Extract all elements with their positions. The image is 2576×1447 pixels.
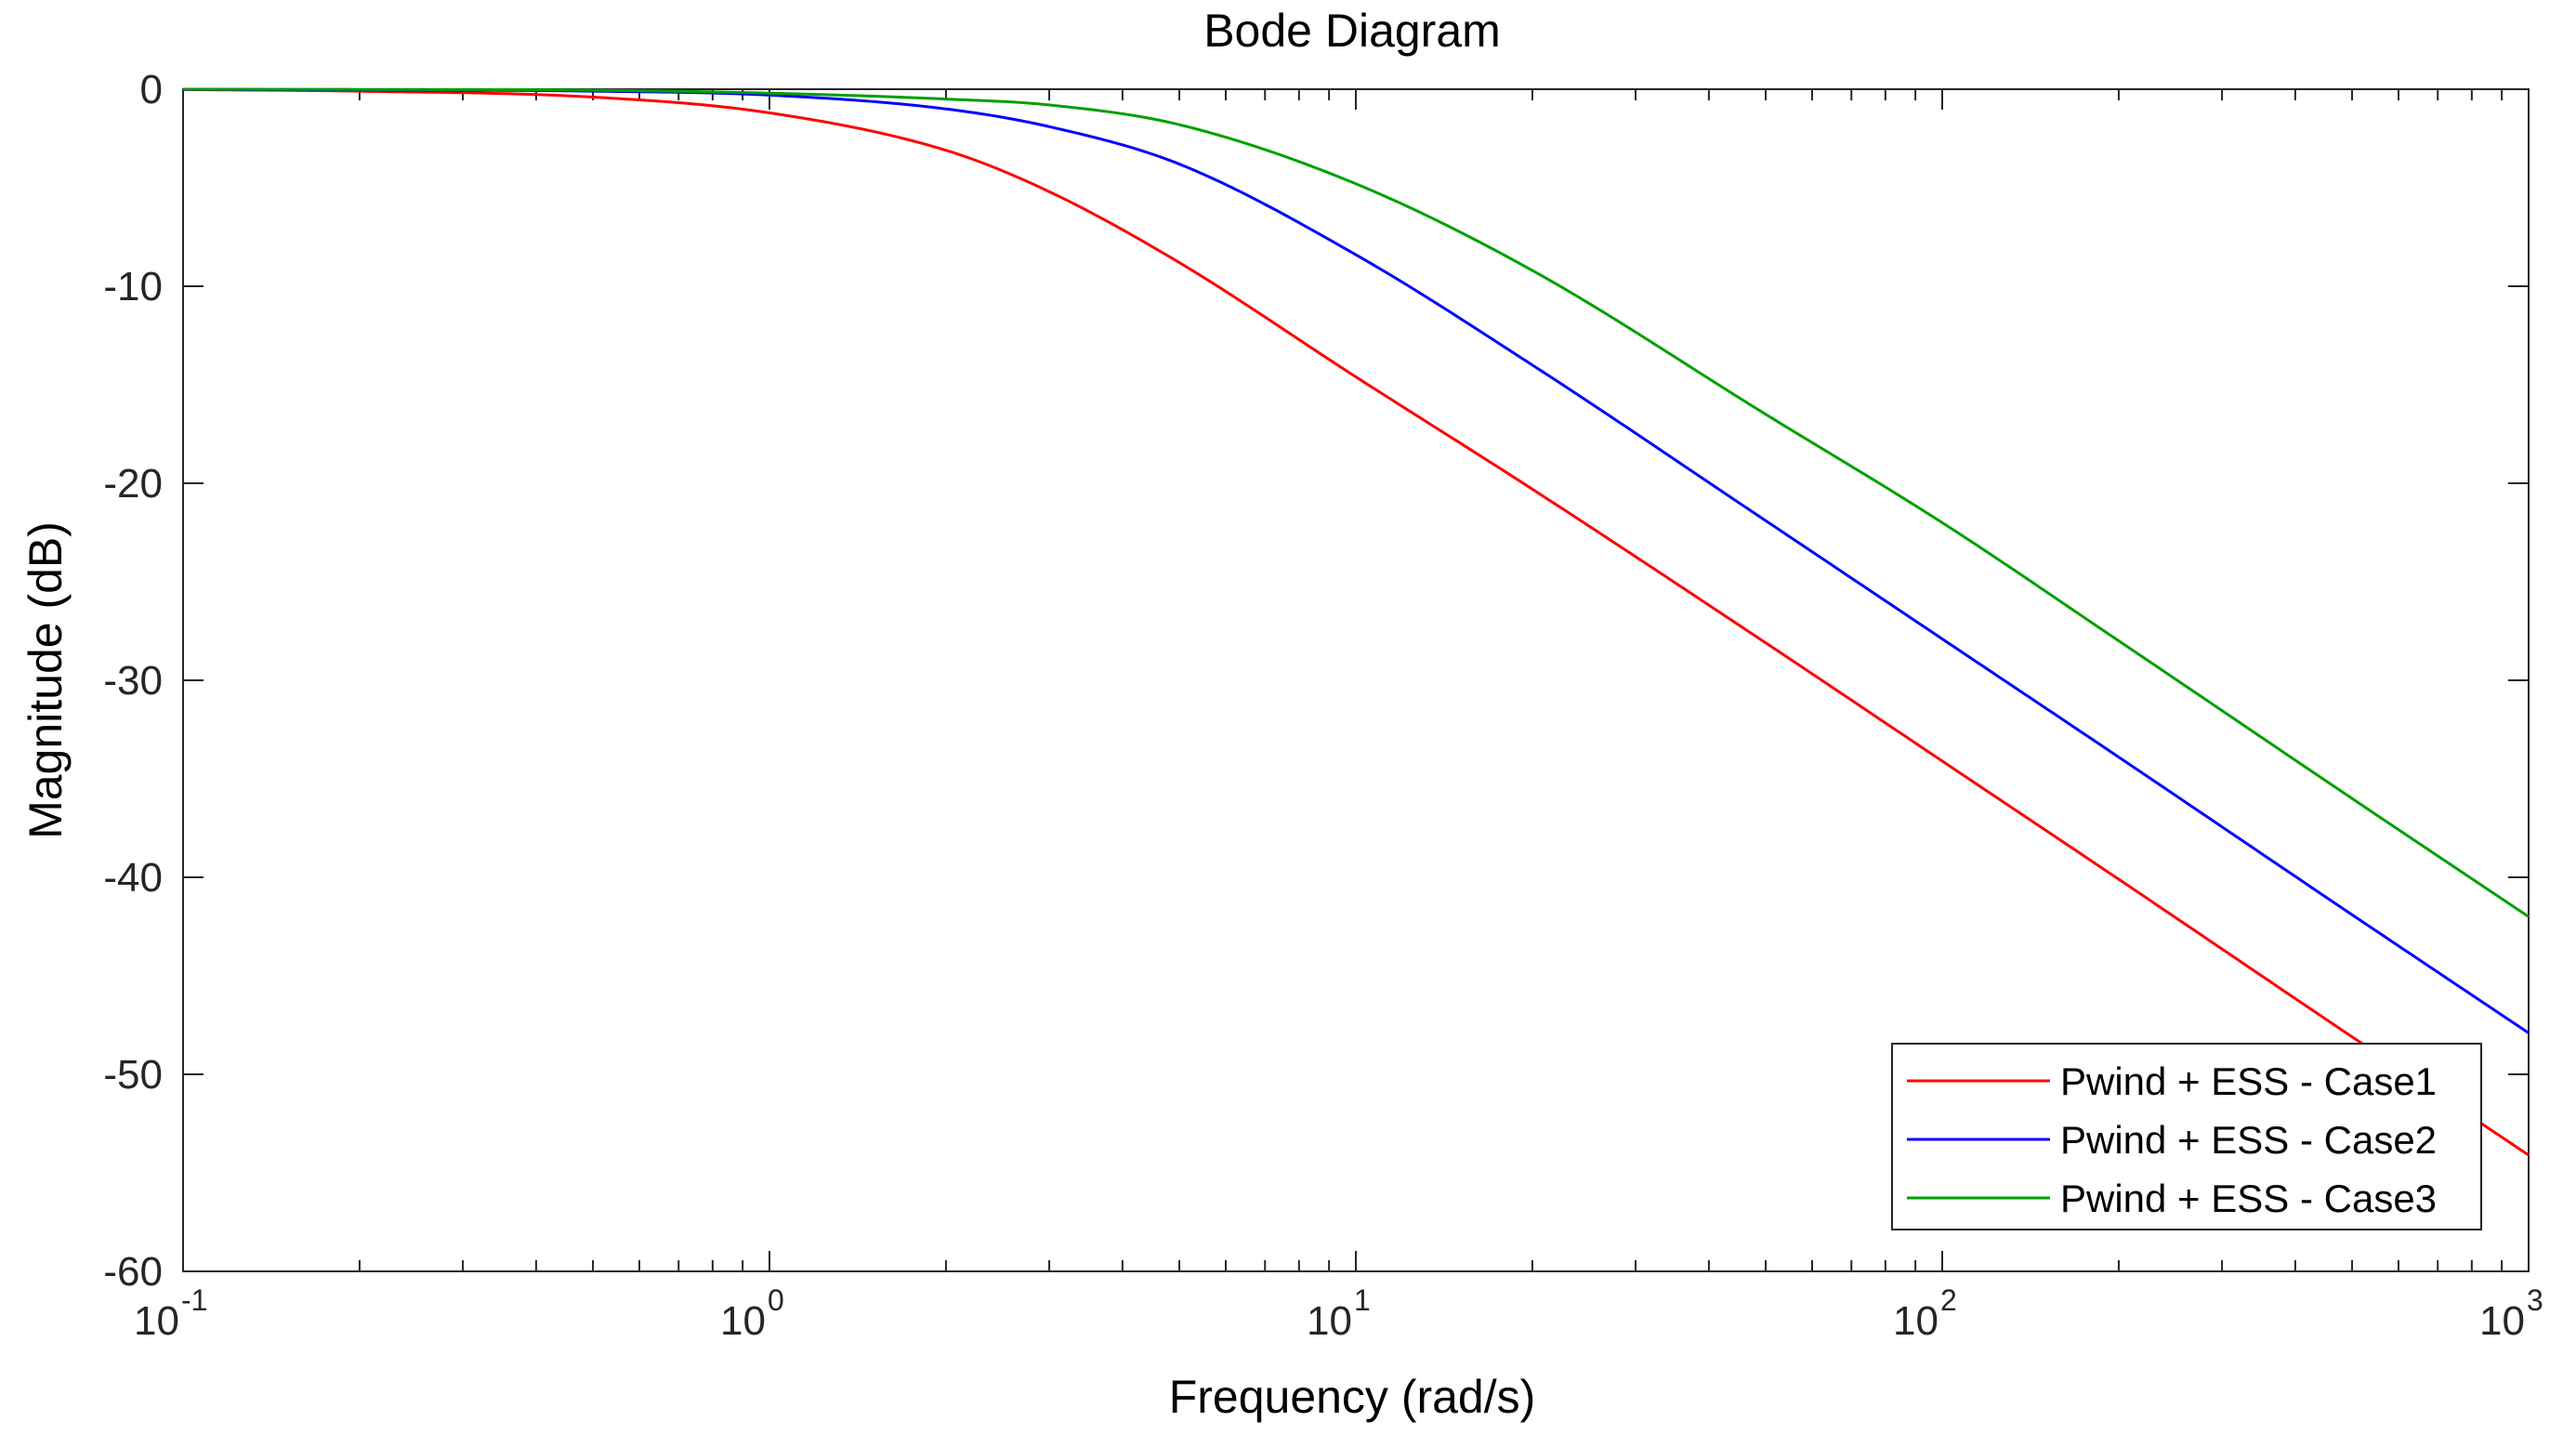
y-axis-title: Magnitude (dB): [20, 521, 72, 839]
legend-label-case2: Pwind + ESS - Case2: [2060, 1118, 2437, 1162]
y-tick-label: 0: [140, 67, 163, 112]
x-tick-labels: 10 -1 10 0 10 1 10 2 10 3: [134, 1283, 2543, 1344]
chart-title: Bode Diagram: [1203, 5, 1501, 57]
legend-entry-case2: Pwind + ESS - Case2: [1907, 1118, 2437, 1162]
x-tick-label: 10 2: [1893, 1283, 1957, 1344]
y-tick-label: -10: [103, 264, 163, 309]
x-tick-base: 10: [1893, 1298, 1939, 1344]
x-tick-base: 10: [720, 1298, 766, 1344]
x-tick-label: 10 1: [1307, 1283, 1371, 1344]
legend-entry-case1: Pwind + ESS - Case1: [1907, 1059, 2437, 1103]
y-tick-label: -20: [103, 461, 163, 506]
y-tick-labels: 0 -10 -20 -30 -40 -50 -60: [103, 67, 163, 1295]
legend-entry-case3: Pwind + ESS - Case3: [1907, 1177, 2437, 1220]
series-line-case1: [182, 87, 2530, 1157]
x-tick-exponent: 0: [768, 1283, 784, 1317]
legend-label-case1: Pwind + ESS - Case1: [2060, 1059, 2437, 1103]
x-tick-base: 10: [134, 1298, 179, 1344]
legend-label-case3: Pwind + ESS - Case3: [2060, 1177, 2437, 1220]
series-lines: [182, 87, 2530, 1157]
x-tick-base: 10: [1307, 1298, 1352, 1344]
series-line-case3: [182, 87, 2530, 918]
x-tick-label: 10 -1: [134, 1283, 207, 1344]
y-tick-label: -30: [103, 658, 163, 704]
y-tick-label: -50: [103, 1052, 163, 1098]
x-tick-label: 10 0: [720, 1283, 784, 1344]
legend: Pwind + ESS - Case1 Pwind + ESS - Case2 …: [1891, 1043, 2482, 1230]
x-tick-exponent: 3: [2527, 1283, 2543, 1317]
x-tick-exponent: 1: [1354, 1283, 1371, 1317]
y-tick-label: -60: [103, 1249, 163, 1295]
x-tick-base: 10: [2479, 1298, 2525, 1344]
x-axis-title: Frequency (rad/s): [1169, 1371, 1536, 1423]
y-tick-label: -40: [103, 855, 163, 901]
x-tick-exponent: -1: [181, 1283, 207, 1317]
x-tick-label: 10 3: [2479, 1283, 2543, 1344]
x-tick-exponent: 2: [1940, 1283, 1957, 1317]
